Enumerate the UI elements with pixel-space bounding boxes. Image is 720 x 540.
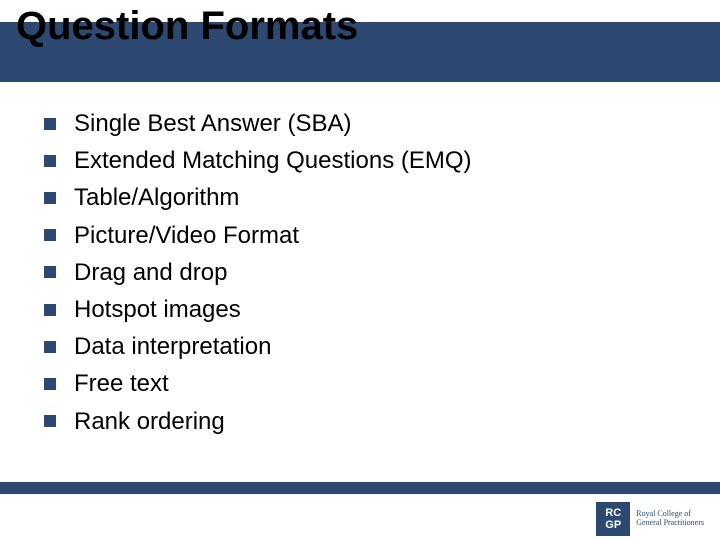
rcgp-logo: RC GP Royal College of General Practitio… — [596, 502, 704, 536]
list-item: Hotspot images — [44, 294, 680, 325]
list-item: Free text — [44, 368, 680, 399]
list-item: Single Best Answer (SBA) — [44, 108, 680, 139]
slide-title: Question Formats — [16, 4, 358, 49]
bullet-icon — [44, 192, 56, 204]
logo-text-line2: General Practitioners — [636, 519, 704, 528]
bullet-icon — [44, 415, 56, 427]
bullet-icon — [44, 304, 56, 316]
list-item: Picture/Video Format — [44, 220, 680, 251]
list-item-text: Extended Matching Questions (EMQ) — [74, 145, 472, 176]
list-item-text: Data interpretation — [74, 331, 271, 362]
list-item-text: Free text — [74, 368, 169, 399]
logo-text: Royal College of General Practitioners — [636, 510, 704, 528]
logo-box-line2: GP — [605, 519, 621, 531]
list-item: Extended Matching Questions (EMQ) — [44, 145, 680, 176]
list-item-text: Table/Algorithm — [74, 182, 239, 213]
logo-box-line1: RC — [605, 507, 621, 519]
list-item-text: Hotspot images — [74, 294, 241, 325]
list-item: Rank ordering — [44, 406, 680, 437]
bullet-list: Single Best Answer (SBA) Extended Matchi… — [44, 108, 680, 443]
list-item: Data interpretation — [44, 331, 680, 362]
bullet-icon — [44, 155, 56, 167]
bullet-icon — [44, 118, 56, 130]
list-item-text: Drag and drop — [74, 257, 227, 288]
bullet-icon — [44, 266, 56, 278]
list-item-text: Picture/Video Format — [74, 220, 299, 251]
slide: Question Formats Single Best Answer (SBA… — [0, 0, 720, 540]
bullet-icon — [44, 341, 56, 353]
bullet-icon — [44, 229, 56, 241]
list-item: Drag and drop — [44, 257, 680, 288]
logo-box-icon: RC GP — [596, 502, 630, 536]
list-item-text: Single Best Answer (SBA) — [74, 108, 351, 139]
list-item-text: Rank ordering — [74, 406, 225, 437]
bottom-band — [0, 482, 720, 494]
bullet-icon — [44, 378, 56, 390]
list-item: Table/Algorithm — [44, 182, 680, 213]
